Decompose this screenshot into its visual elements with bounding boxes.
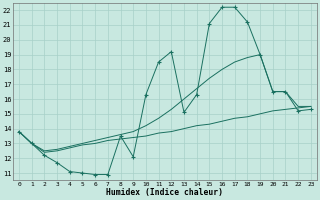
X-axis label: Humidex (Indice chaleur): Humidex (Indice chaleur): [107, 188, 223, 197]
